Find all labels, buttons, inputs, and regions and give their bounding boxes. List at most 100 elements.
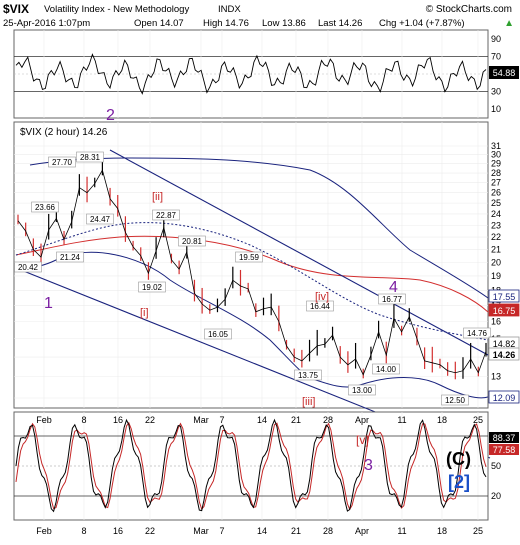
price-badge <box>488 303 520 317</box>
x-axis-label: 21 <box>291 415 301 425</box>
x-axis-label: Mar <box>193 526 209 536</box>
symbol: $VIX <box>3 2 29 16</box>
rsi-badge-text: 54.88 <box>493 68 516 78</box>
stoch-grid <box>14 412 488 520</box>
x-axis-label: Apr <box>355 415 369 425</box>
price-annotation: 13.00 <box>352 386 373 395</box>
wave-label-iii: [iii] <box>302 396 315 408</box>
price-annotation: 20.42 <box>18 263 39 272</box>
price-tick-label: 26 <box>491 188 501 198</box>
price-annotation: 22.87 <box>156 211 177 220</box>
low-value: Low 13.86 <box>262 18 306 29</box>
price-annotation: 16.44 <box>310 302 331 311</box>
price-annotation: 23.66 <box>35 203 56 212</box>
price-annotation: 14.76 <box>467 329 488 338</box>
stoch-badges: 88.37 77.58 <box>489 432 519 455</box>
x-axis-bottom: Feb 8 16 22 Mar 7 14 21 28 Apr 11 18 25 <box>36 526 483 536</box>
rsi-tick-label: 70 <box>491 51 501 61</box>
annotation-box <box>372 363 400 375</box>
price-tick-label: 19 <box>491 271 501 281</box>
stoch-badge-text: 77.58 <box>493 445 516 455</box>
stoch-badge <box>489 444 519 455</box>
x-axis-label: 25 <box>473 526 483 536</box>
wave-label-2-bracket: [2] <box>448 472 470 492</box>
price-annotation: 21.24 <box>60 253 81 262</box>
x-axis-label: 7 <box>219 415 224 425</box>
price-badge <box>488 347 520 361</box>
rsi-tick-label: 30 <box>491 87 501 97</box>
x-axis-label: 28 <box>323 415 333 425</box>
open-value: Open 14.07 <box>134 18 184 29</box>
price-tick-label: 31 <box>491 141 501 151</box>
price-badge <box>488 289 520 303</box>
stoch-tick-label: 50 <box>491 461 501 471</box>
x-axis-label: 16 <box>113 415 123 425</box>
x-axis-label: 16 <box>113 526 123 536</box>
up-arrow-icon: ▲ <box>504 18 514 29</box>
stoch-badge-text: 88.37 <box>493 433 516 443</box>
price-badge-text: 14.26 <box>493 350 516 360</box>
price-line <box>17 169 487 376</box>
price-annotation: 24.47 <box>90 215 111 224</box>
price-y-ticks: 3130292827262524232221201918171615141312 <box>491 141 501 403</box>
x-axis-label: 11 <box>397 415 406 425</box>
rsi-tick-label: 90 <box>491 34 501 44</box>
price-tick-label: 29 <box>491 159 501 169</box>
annotation-box <box>235 251 263 263</box>
annotation-box <box>56 251 84 263</box>
price-panel <box>13 121 489 409</box>
x-axis-label: Feb <box>36 526 52 536</box>
annotation-box <box>31 201 59 213</box>
price-badge-text: 17.55 <box>493 292 516 302</box>
price-legend: $VIX (2 hour) 14.26 <box>20 127 108 138</box>
rsi-tick-label: 10 <box>491 104 501 114</box>
x-axis-label: 18 <box>437 526 447 536</box>
last-value: Last 14.26 <box>318 18 362 29</box>
x-axis-label: 14 <box>257 526 267 536</box>
annotation-box <box>306 300 334 312</box>
watermark: © StockCharts.com <box>426 4 512 15</box>
price-tick-label: 24 <box>491 209 501 219</box>
x-axis-label: 11 <box>397 526 406 536</box>
moving-average-dotted <box>15 222 489 341</box>
annotation-box <box>152 209 180 221</box>
x-axis-label: 7 <box>219 526 224 536</box>
price-annotation: 28.31 <box>80 153 101 162</box>
exchange: INDX <box>218 4 241 15</box>
rsi-badge <box>489 66 519 79</box>
price-annotation: 20.81 <box>182 237 203 246</box>
price-annotation: 19.02 <box>142 283 163 292</box>
annotation-box <box>48 156 76 168</box>
annotation-box <box>204 328 232 340</box>
price-tick-label: 20 <box>491 257 501 267</box>
x-axis-label: 8 <box>81 415 86 425</box>
wave-label-C: (C) <box>446 449 471 469</box>
wave-label-3: 3 <box>364 457 373 474</box>
price-tick-label: 21 <box>491 244 501 254</box>
price-tick-label: 30 <box>491 150 501 160</box>
price-badge-text: 12.09 <box>493 393 516 403</box>
moving-average-red <box>15 235 489 313</box>
stoch-tick-label: 20 <box>491 491 501 501</box>
wave-label-iv: [iv] <box>315 291 329 303</box>
price-tick-label: 22 <box>491 232 501 242</box>
price-bars <box>17 161 487 380</box>
price-tick-label: 25 <box>491 198 501 208</box>
price-badge-text: 16.75 <box>493 306 516 316</box>
x-axis-label: Apr <box>355 526 369 536</box>
annotation-box <box>76 151 104 163</box>
wave-label-1: 1 <box>44 295 53 312</box>
channel-line-upper <box>109 149 489 356</box>
x-axis-top: Feb 8 16 22 Mar 7 14 21 28 Apr 11 18 25 <box>36 415 483 425</box>
annotation-box <box>378 293 406 305</box>
annotation-box <box>138 281 166 293</box>
price-annotation: 13.75 <box>298 371 319 380</box>
price-tick-label: 13 <box>491 372 501 382</box>
x-axis-label: 22 <box>145 526 155 536</box>
high-value: High 14.76 <box>203 18 249 29</box>
price-annotation: 14.00 <box>376 365 397 374</box>
annotation-box <box>14 261 42 273</box>
